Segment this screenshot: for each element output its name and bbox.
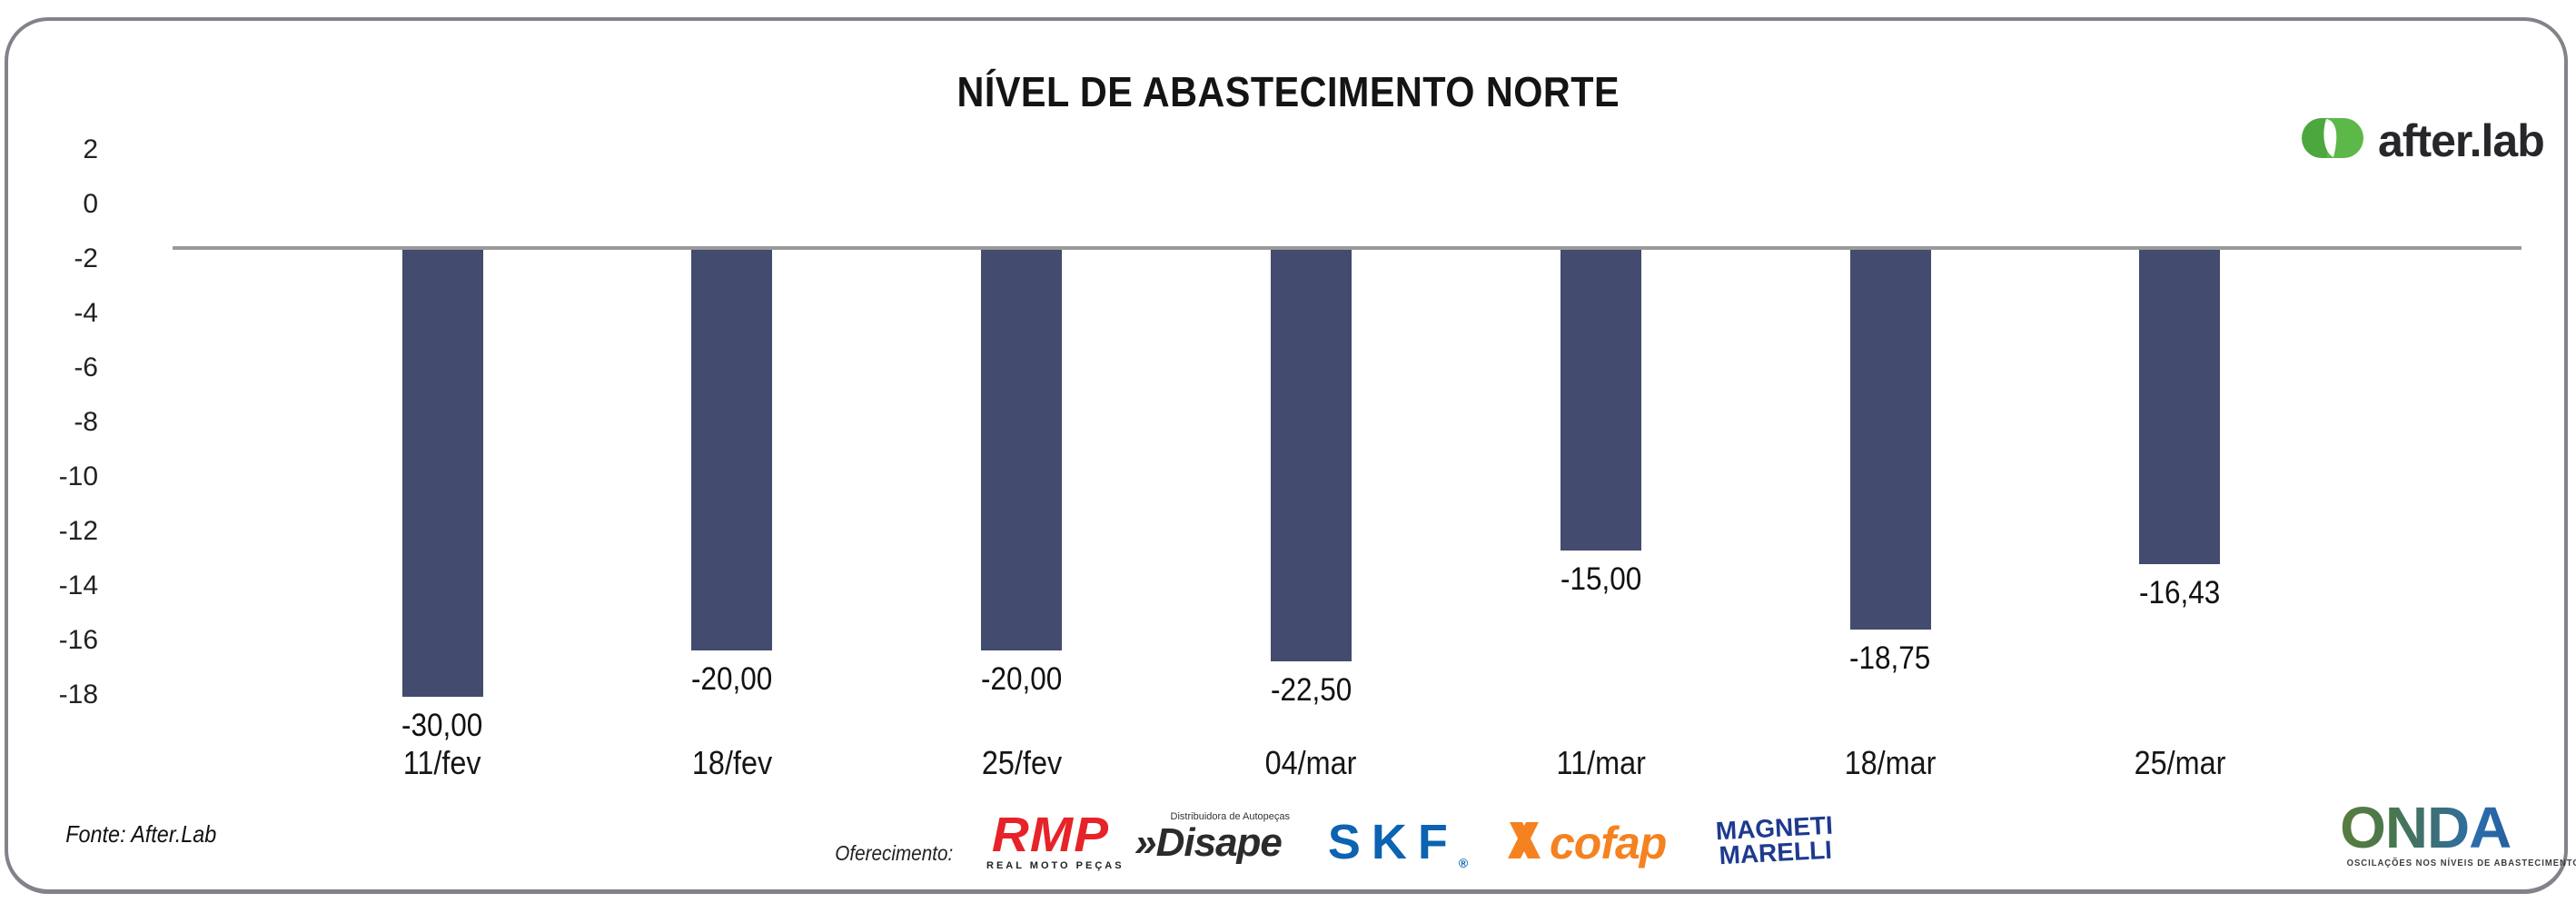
- y-axis-tick-label: -14: [58, 571, 98, 600]
- afterlab-logo-text: after.lab: [2378, 114, 2545, 166]
- sponsor-label: Oferecimento:: [828, 841, 959, 866]
- rmp-logo-subtext: REAL MOTO PEÇAS: [986, 860, 1125, 871]
- disape-chevrons-icon: »: [1134, 820, 1157, 865]
- skf-registered-mark: ®: [1458, 856, 1469, 870]
- bar-value-label: -30,00: [401, 708, 483, 743]
- disape-logo-text: »Disape: [1134, 820, 1283, 865]
- skf-logo-text: SKF: [1327, 815, 1459, 869]
- sponsor-logo-skf: SKF®: [1312, 818, 1484, 888]
- x-axis-label: 25/fev: [981, 744, 1062, 781]
- bar-18/fev: [691, 250, 773, 650]
- cofap-logo-text: cofap: [1550, 817, 1667, 868]
- y-axis-tick-label: -8: [74, 407, 98, 437]
- bar-25/fev: [981, 250, 1063, 650]
- y-axis-tick-label: 2: [83, 134, 98, 164]
- x-axis-label: 18/mar: [1844, 744, 1937, 781]
- chart-card-border: [5, 17, 2568, 894]
- sponsor-logo-disape: Distribuidora de Autopeças »Disape: [1126, 811, 1290, 864]
- bar-value-label: -16,43: [2139, 575, 2221, 610]
- bar-value-label: -22,50: [1270, 672, 1352, 708]
- x-axis-label: 11/fev: [403, 744, 481, 781]
- sponsor-logo-cofap: cofap: [1504, 819, 1699, 866]
- chart-title-text: NÍVEL DE ABASTECIMENTO NORTE: [956, 68, 1620, 115]
- onda-logo-text: ONDA: [2339, 795, 2512, 860]
- chart-title: NÍVEL DE ABASTECIMENTO NORTE: [0, 67, 2576, 116]
- sponsor-logo-rmp: RMP REAL MOTO PEÇAS: [986, 808, 1125, 871]
- x-axis-label: 04/mar: [1264, 744, 1357, 781]
- cofap-x-icon: [1504, 819, 1544, 866]
- y-axis-tick-label: 0: [83, 189, 98, 219]
- onda-logo: ONDA OSCILAÇÕES NOS NÍVEIS DE ABASTECIME…: [2331, 795, 2576, 868]
- sponsor-logo-magneti-marelli: MAGNETI MARELLI: [1710, 811, 1840, 870]
- bar-18/mar: [1849, 250, 1931, 630]
- y-axis-tick-label: -12: [58, 516, 98, 546]
- y-axis-tick-label: -4: [74, 298, 98, 328]
- disape-logo-subtext: Distribuidora de Autopeças: [1170, 811, 1290, 822]
- afterlab-logo: after.lab: [2296, 113, 2545, 168]
- y-axis-tick-label: -2: [74, 243, 98, 273]
- bar-25/mar: [2139, 250, 2221, 564]
- bar-11/mar: [1560, 250, 1641, 551]
- y-axis-tick-label: -6: [74, 352, 98, 382]
- sponsor-label-text: Oferecimento:: [835, 841, 954, 865]
- x-axis-label: 25/mar: [2134, 744, 2226, 781]
- x-axis-label: 11/mar: [1555, 744, 1646, 781]
- rmp-logo-text: RMP: [991, 808, 1109, 862]
- magneti-logo-line2: MARELLI: [1718, 835, 1833, 870]
- onda-logo-tagline: OSCILAÇÕES NOS NÍVEIS DE ABASTECIMENTO E…: [2346, 858, 2576, 868]
- baseline: [173, 246, 2522, 250]
- bar-value-label: -15,00: [1560, 561, 1641, 597]
- bar-04/mar: [1270, 250, 1352, 661]
- x-axis-label: 18/fev: [691, 744, 772, 781]
- y-axis-tick-label: -10: [58, 461, 98, 491]
- source-note-text: Fonte: After.Lab: [65, 820, 217, 848]
- y-axis-tick-label: -16: [58, 625, 98, 655]
- y-axis-tick-label: -18: [58, 680, 98, 710]
- bar-value-label: -18,75: [1849, 640, 1931, 676]
- bar-11/fev: [401, 250, 483, 697]
- bar-value-label: -20,00: [691, 661, 773, 697]
- afterlab-leaf-icon: [2296, 113, 2369, 168]
- source-note: Fonte: After.Lab: [57, 820, 225, 848]
- bar-value-label: -20,00: [980, 661, 1063, 697]
